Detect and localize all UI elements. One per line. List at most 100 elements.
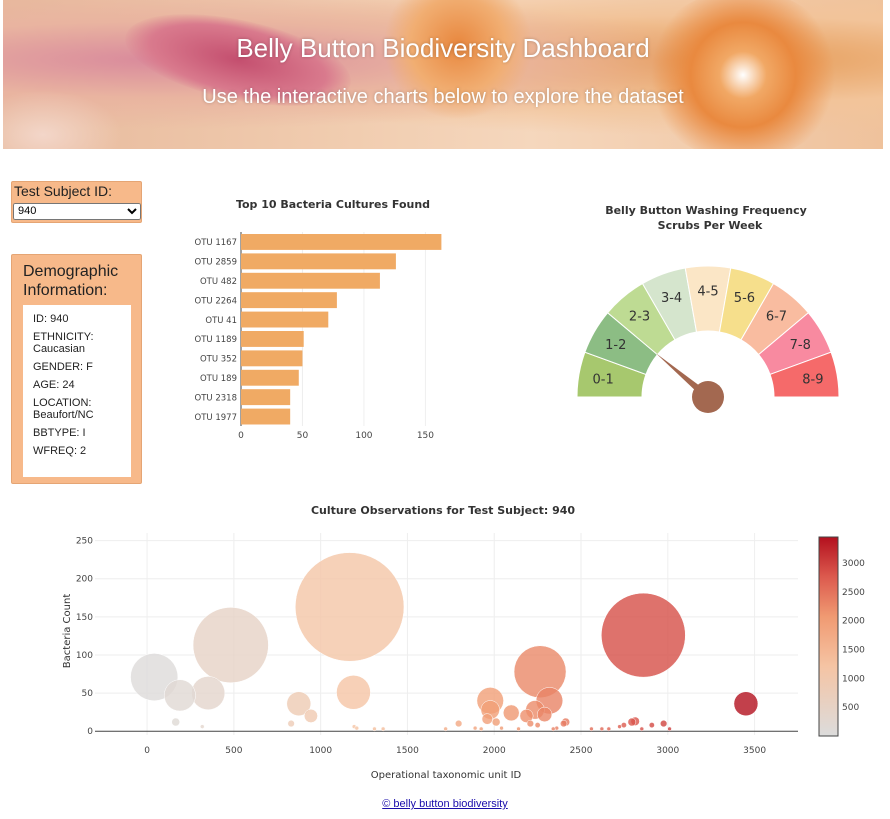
bubble[interactable] bbox=[171, 717, 180, 727]
demo-id: ID: 940 bbox=[33, 313, 69, 325]
bar-x-tick: 0 bbox=[238, 431, 244, 441]
bubble[interactable] bbox=[617, 724, 622, 729]
bubble[interactable] bbox=[516, 726, 521, 732]
demo-location: LOCATION: Beaufort/NC bbox=[33, 397, 94, 421]
gauge-segment-label: 0-1 bbox=[593, 373, 614, 388]
bubble[interactable] bbox=[443, 726, 448, 732]
bar[interactable] bbox=[241, 253, 396, 270]
gauge-segment[interactable] bbox=[769, 351, 840, 398]
bubble[interactable] bbox=[372, 726, 377, 732]
demographic-info: ID: 940 ETHNICITY: Caucasian GENDER: F A… bbox=[23, 305, 131, 477]
bar-category-label: OTU 2859 bbox=[195, 258, 237, 268]
bubble[interactable] bbox=[606, 726, 612, 732]
bar[interactable] bbox=[241, 408, 291, 425]
subject-selector-panel: Test Subject ID: 940 bbox=[11, 181, 142, 223]
bubble[interactable] bbox=[551, 726, 556, 732]
bubble[interactable] bbox=[163, 679, 196, 712]
bubble[interactable] bbox=[660, 719, 668, 728]
subject-id-select[interactable]: 940 bbox=[13, 202, 141, 220]
bubble[interactable] bbox=[513, 645, 567, 698]
bubble[interactable] bbox=[667, 726, 672, 732]
bar-category-label: OTU 2264 bbox=[195, 296, 237, 306]
bubble-y-tick: 0 bbox=[87, 727, 93, 737]
bubble-x-tick: 1000 bbox=[309, 746, 332, 756]
bubble[interactable] bbox=[286, 691, 312, 716]
bar-category-label: OTU 1167 bbox=[195, 238, 237, 248]
bubble-x-tick: 2500 bbox=[570, 746, 593, 756]
bar-category-label: OTU 189 bbox=[200, 374, 237, 384]
bar[interactable] bbox=[241, 311, 329, 328]
bubble[interactable] bbox=[536, 706, 553, 723]
bar-category-label: OTU 482 bbox=[200, 277, 237, 287]
bubble[interactable] bbox=[620, 722, 627, 729]
gauge-segment-label: 4-5 bbox=[697, 285, 718, 300]
demo-age: AGE: 24 bbox=[33, 379, 75, 391]
bubble-chart: Culture Observations for Test Subject: 9… bbox=[62, 504, 865, 781]
bubble[interactable] bbox=[733, 691, 759, 716]
subject-selector-label: Test Subject ID: bbox=[14, 183, 113, 199]
colorbar-tick: 1500 bbox=[842, 645, 865, 655]
bubble[interactable] bbox=[295, 552, 405, 662]
bubble[interactable] bbox=[639, 726, 645, 732]
bar-chart: Top 10 Bacteria Cultures Found 0 50 100 150… bbox=[195, 198, 442, 441]
bar-category-label: OTU 1977 bbox=[195, 413, 237, 423]
bubble[interactable] bbox=[380, 726, 386, 732]
bubble[interactable] bbox=[502, 704, 520, 722]
colorbar-tick: 2000 bbox=[842, 617, 865, 627]
bubble-y-tick: 250 bbox=[76, 537, 93, 547]
bar[interactable] bbox=[241, 350, 303, 367]
gauge-segment-label: 6-7 bbox=[766, 309, 787, 324]
bubble-x-tick: 2000 bbox=[483, 746, 506, 756]
bar[interactable] bbox=[241, 389, 291, 406]
colorbar-tick: 2500 bbox=[842, 588, 865, 598]
bubble[interactable] bbox=[478, 726, 484, 732]
bar[interactable] bbox=[241, 272, 380, 289]
bubble[interactable] bbox=[304, 709, 318, 723]
bubble[interactable] bbox=[526, 719, 534, 728]
bubble[interactable] bbox=[191, 676, 226, 710]
header-banner: Belly Button Biodiversity Dashboard Use … bbox=[3, 0, 883, 149]
bubble[interactable] bbox=[192, 607, 269, 683]
bubble[interactable] bbox=[589, 726, 594, 732]
bubble-y-tick: 200 bbox=[76, 575, 93, 585]
bubble[interactable] bbox=[601, 592, 686, 678]
bubble[interactable] bbox=[534, 722, 541, 729]
bar[interactable] bbox=[241, 234, 442, 250]
bubble[interactable] bbox=[519, 709, 534, 723]
bubble[interactable] bbox=[560, 719, 568, 728]
demographic-panel: Demographic Information: ID: 940 ETHNICI… bbox=[11, 254, 142, 484]
bar-x-tick: 100 bbox=[355, 431, 372, 441]
gauge-segment-label: 2-3 bbox=[629, 309, 650, 324]
bubble[interactable] bbox=[336, 675, 371, 710]
colorbar-tick: 500 bbox=[842, 703, 859, 713]
bubble-x-tick: 0 bbox=[144, 746, 150, 756]
bubble[interactable] bbox=[472, 725, 478, 731]
demo-wfreq: WFREQ: 2 bbox=[33, 445, 87, 457]
bubble-x-tick: 3000 bbox=[656, 746, 679, 756]
gauge-segment-label: 3-4 bbox=[661, 291, 682, 306]
bar[interactable] bbox=[241, 292, 337, 309]
bubble-y-tick: 100 bbox=[76, 651, 93, 661]
bubble[interactable] bbox=[200, 724, 205, 729]
bubble[interactable] bbox=[599, 726, 605, 732]
bubble[interactable] bbox=[481, 713, 493, 725]
bar-chart-title: Top 10 Bacteria Cultures Found bbox=[236, 198, 430, 211]
footer-link[interactable]: © belly button biodiversity bbox=[382, 798, 508, 810]
colorbar bbox=[818, 536, 839, 737]
bar[interactable] bbox=[241, 369, 299, 386]
bubble[interactable] bbox=[491, 717, 501, 727]
bubble-x-axis-label: Operational taxonomic unit ID bbox=[371, 770, 522, 781]
demographic-title: Demographic Information: bbox=[23, 263, 119, 299]
demo-ethnicity: ETHNICITY: Caucasian bbox=[33, 331, 94, 355]
bubble[interactable] bbox=[499, 725, 504, 731]
bubble[interactable] bbox=[287, 719, 295, 728]
bubble[interactable] bbox=[354, 725, 360, 731]
bar[interactable] bbox=[241, 331, 304, 347]
bubble-x-tick: 3500 bbox=[743, 746, 766, 756]
bar-category-label: OTU 352 bbox=[200, 355, 237, 365]
bar-x-tick: 50 bbox=[297, 431, 309, 441]
bubble[interactable] bbox=[455, 719, 463, 728]
gauge-segment-label: 1-2 bbox=[605, 338, 626, 353]
bubble[interactable] bbox=[627, 717, 637, 727]
bubble[interactable] bbox=[648, 722, 655, 729]
